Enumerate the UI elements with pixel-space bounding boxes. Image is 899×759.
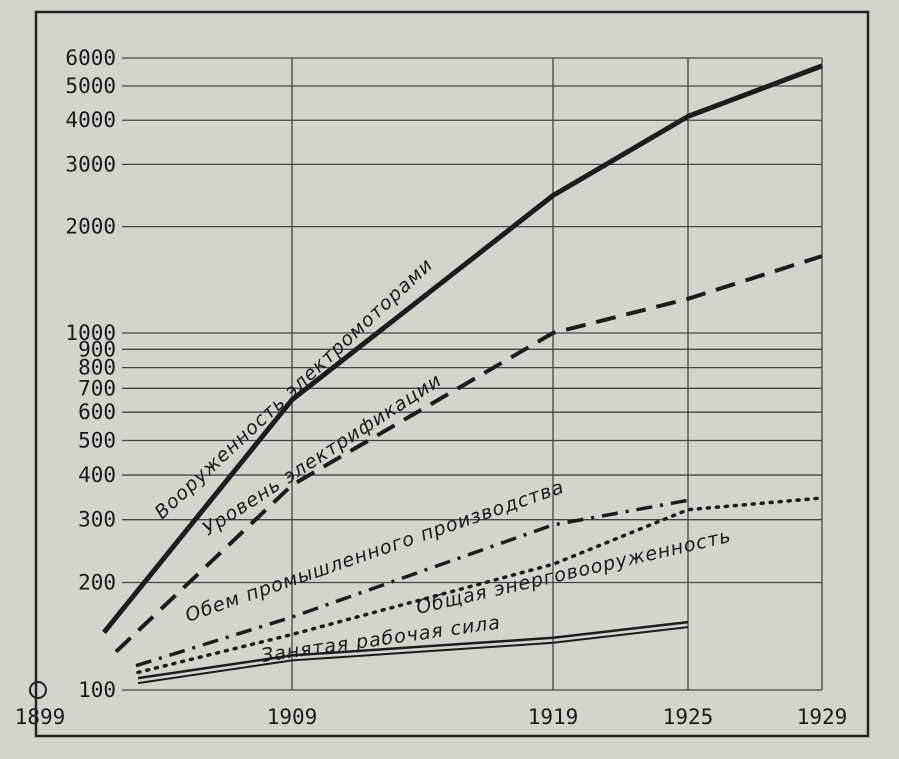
series-line: [136, 496, 824, 675]
y-tick-label: 5000: [65, 74, 116, 98]
y-tick-label: 2000: [65, 215, 116, 239]
x-tick-label: 1919: [528, 705, 579, 729]
y-tick-label: 300: [78, 508, 116, 532]
y-tick-label: 200: [78, 571, 116, 595]
origin-marker: [29, 681, 47, 699]
x-tick-label: 1929: [797, 705, 848, 729]
y-tick-label: 400: [78, 463, 116, 487]
y-tick-label: 3000: [65, 152, 116, 176]
x-tick-label: 1925: [663, 705, 714, 729]
y-tick-label: 600: [78, 400, 116, 424]
y-tick-label: 800: [78, 356, 116, 380]
y-tick-label: 500: [78, 428, 116, 452]
series-line: [114, 254, 823, 654]
grid: [122, 57, 823, 691]
y-tick-label: 6000: [65, 46, 116, 70]
y-tick-label: 700: [78, 376, 116, 400]
x-tick-label: 1899: [15, 705, 66, 729]
y-tick-label: 4000: [65, 108, 116, 132]
series-line: [137, 620, 689, 680]
series-line-second: [137, 626, 689, 685]
series-line: [102, 63, 823, 634]
series-layer: [102, 63, 824, 685]
series-line: [135, 498, 689, 668]
x-tick-label: 1909: [267, 705, 318, 729]
y-tick-label: 1000: [65, 321, 116, 345]
y-tick-label: 100: [78, 678, 116, 702]
y-tick-label: 900: [78, 337, 116, 361]
chart-frame: [34, 10, 870, 738]
